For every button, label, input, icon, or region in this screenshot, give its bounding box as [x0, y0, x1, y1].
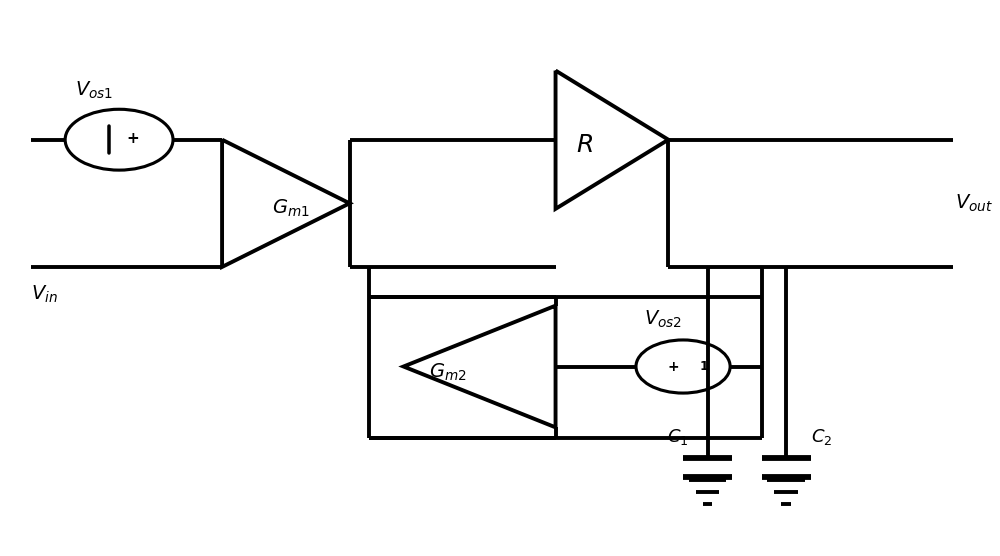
Text: $V_{out}$: $V_{out}$ [955, 193, 993, 214]
Text: 1: 1 [700, 360, 709, 373]
Text: +: + [668, 360, 679, 374]
Text: $V_{os1}$: $V_{os1}$ [75, 80, 113, 101]
Text: $G_{m1}$: $G_{m1}$ [272, 198, 310, 220]
Text: $G_{m2}$: $G_{m2}$ [429, 361, 466, 383]
Text: $R$: $R$ [576, 133, 593, 157]
Text: $C_2$: $C_2$ [811, 427, 832, 446]
Text: +: + [126, 131, 139, 146]
Text: $C_1$: $C_1$ [667, 427, 688, 446]
Text: $V_{in}$: $V_{in}$ [31, 284, 58, 305]
Text: $V_{os2}$: $V_{os2}$ [644, 309, 682, 330]
